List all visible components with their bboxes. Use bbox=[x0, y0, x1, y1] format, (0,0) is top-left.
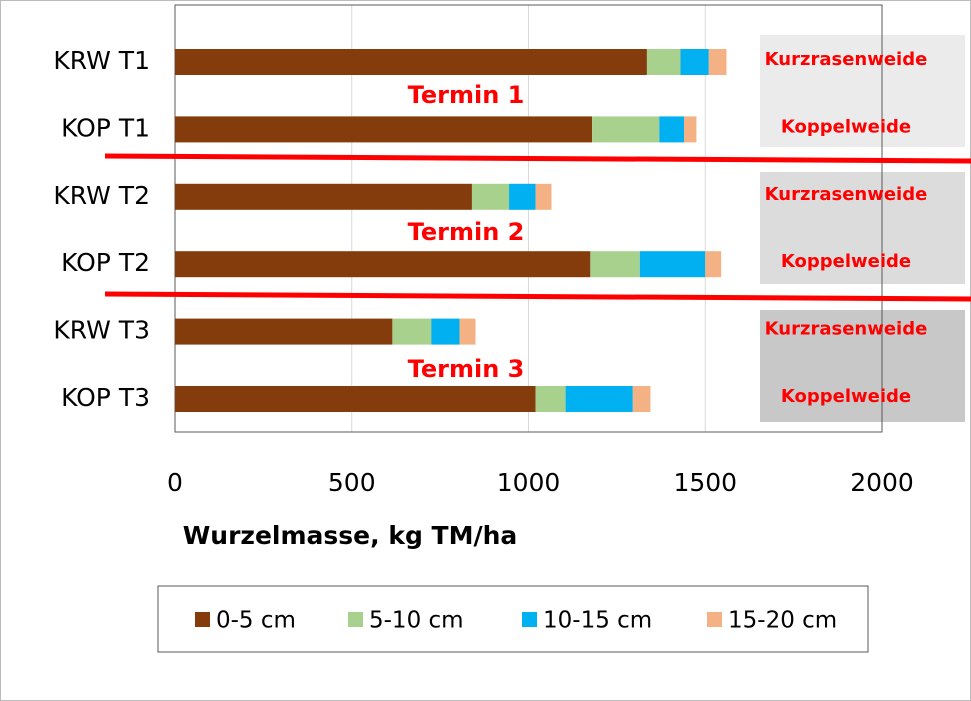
bar-segment bbox=[632, 386, 651, 412]
bar-segment bbox=[392, 318, 432, 345]
legend-swatch bbox=[707, 612, 722, 627]
legend-swatch bbox=[522, 612, 537, 627]
legend bbox=[157, 585, 869, 653]
bar-segment bbox=[175, 183, 472, 210]
x-tick-label: 500 bbox=[328, 468, 376, 497]
legend-label: 10-15 cm bbox=[543, 608, 652, 634]
x-tick-label: 1500 bbox=[673, 468, 737, 497]
bar-segment bbox=[175, 49, 647, 75]
x-tick-label: 1000 bbox=[497, 468, 561, 497]
side-label: Kurzrasenweide bbox=[765, 49, 928, 70]
bar-segment bbox=[535, 386, 566, 412]
bar-segment bbox=[459, 318, 476, 345]
y-tick-label: KRW T2 bbox=[53, 181, 150, 210]
plot-border bbox=[174, 4, 883, 433]
bar-segment bbox=[175, 251, 591, 278]
legend-swatch bbox=[195, 612, 210, 627]
bar-segment bbox=[646, 49, 681, 75]
side-label: Koppelweide bbox=[781, 116, 911, 137]
x-tick-label: 0 bbox=[167, 468, 183, 497]
bar-segment bbox=[590, 251, 640, 278]
bar-segment bbox=[659, 116, 685, 143]
annotation: Termin 1 bbox=[408, 81, 525, 109]
separator bbox=[104, 291, 971, 302]
legend-swatch bbox=[348, 612, 363, 627]
annotation: Termin 3 bbox=[408, 355, 525, 383]
bar-segment bbox=[708, 49, 727, 75]
bar-segment bbox=[565, 386, 633, 412]
bar-segment bbox=[175, 116, 593, 143]
y-tick-label: KOP T1 bbox=[61, 113, 150, 142]
group-box bbox=[760, 35, 965, 147]
bar-segment bbox=[509, 183, 536, 210]
y-tick-label: KOP T3 bbox=[61, 383, 150, 412]
annotation: Termin 2 bbox=[408, 218, 525, 246]
legend-label: 5-10 cm bbox=[369, 608, 464, 634]
side-label: Kurzrasenweide bbox=[765, 319, 928, 340]
bar-segment bbox=[431, 318, 460, 345]
bar-segment bbox=[680, 49, 709, 75]
separator bbox=[104, 153, 971, 164]
side-label: Koppelweide bbox=[781, 251, 911, 272]
y-tick-label: KOP T2 bbox=[61, 248, 150, 277]
bar-segment bbox=[175, 386, 536, 412]
bar-segment bbox=[592, 116, 660, 143]
legend-label: 15-20 cm bbox=[728, 608, 837, 634]
bar-segment bbox=[684, 116, 697, 143]
group-box bbox=[760, 310, 965, 422]
y-tick-label: KRW T3 bbox=[53, 316, 150, 345]
x-tick-label: 2000 bbox=[850, 468, 914, 497]
bar-segment bbox=[535, 183, 552, 210]
x-axis-label: Wurzelmasse, kg TM/ha bbox=[183, 521, 518, 550]
bar-segment bbox=[471, 183, 510, 210]
side-label: Kurzrasenweide bbox=[765, 184, 928, 205]
bar-segment bbox=[175, 318, 393, 345]
bar-segment bbox=[705, 251, 722, 278]
group-box bbox=[760, 172, 965, 284]
side-label: Koppelweide bbox=[781, 386, 911, 407]
y-tick-label: KRW T1 bbox=[53, 46, 150, 75]
bar-segment bbox=[639, 251, 706, 278]
legend-label: 0-5 cm bbox=[216, 608, 296, 634]
